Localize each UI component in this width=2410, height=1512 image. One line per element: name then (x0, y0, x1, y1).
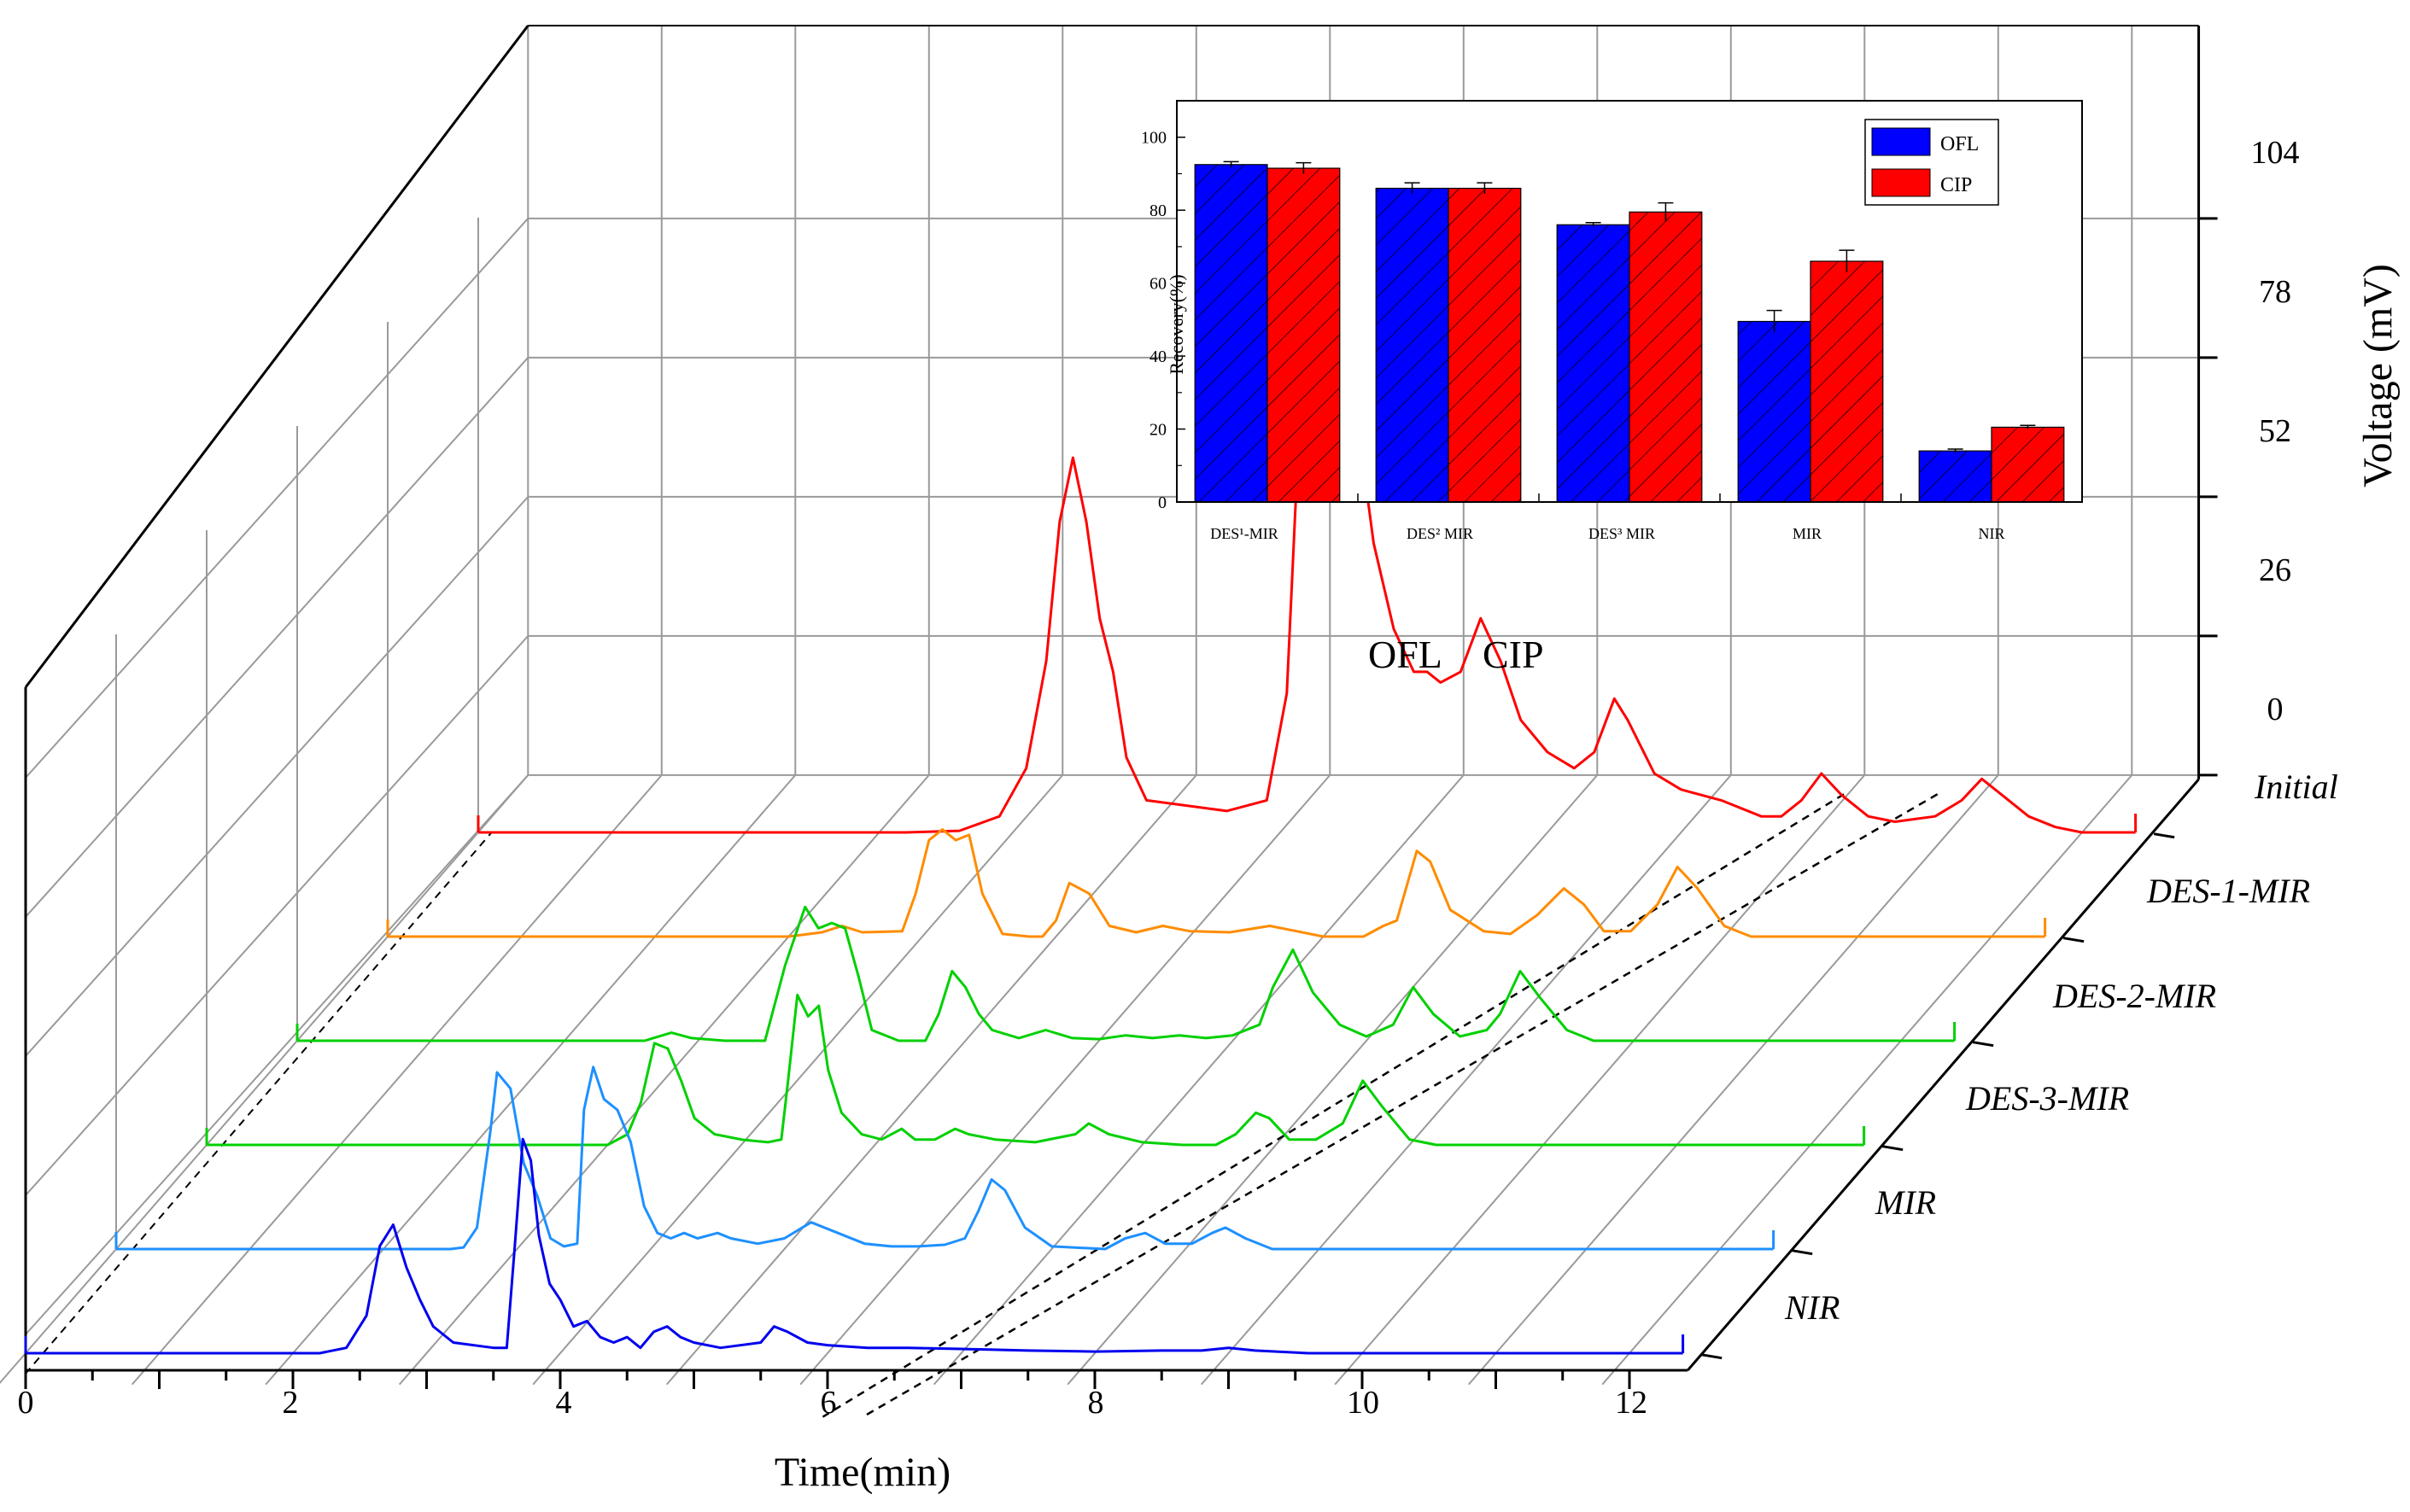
chromatogram-des-2-mir (297, 905, 1955, 1042)
inset-category-label: DES³ MIR (1588, 525, 1655, 542)
floor-gridline (532, 774, 1064, 1386)
depth-tick (1791, 1249, 1813, 1256)
floor-gridline (1467, 774, 1999, 1386)
inset-frame (1176, 100, 2083, 503)
series-label-des-2-mir: DES-2-MIR (2052, 977, 2216, 1015)
plot-box-3d (0, 25, 2218, 1389)
chromatogram-nir (26, 1137, 1683, 1355)
x-tick-label: 10 (1347, 1385, 1379, 1421)
left-wall-gridline (25, 357, 529, 918)
bar-hatch (1267, 168, 1340, 502)
floor-gridline (398, 774, 930, 1386)
legend-label-cip: CIP (1940, 174, 1972, 196)
series-labels: Initial DES-1-MIR DES-2-MIR DES-3-MIR MI… (1784, 768, 2338, 1327)
inset-y-axis-title: Recovery(%) (1166, 274, 1187, 374)
peak-guide-lines (24, 793, 1939, 1418)
bar-hatch (1195, 164, 1267, 503)
z-tick-label: 104 (2251, 135, 2300, 171)
x-tick-label: 8 (1088, 1385, 1104, 1421)
x-tick-label: 0 (18, 1385, 34, 1421)
depth-guide-line (24, 832, 493, 1375)
left-wall-gridline (25, 496, 529, 1057)
peak-guide-line (822, 793, 1845, 1418)
time-axis: 0 2 4 6 8 10 12 Time(min) (18, 1385, 1648, 1495)
left-wall-gridline (25, 218, 529, 779)
inset-bar-chart: 0 20 40 60 80 100 Recovery(%) DES¹-MIR DES² M… (1141, 100, 2083, 542)
x-tick-label: 4 (556, 1385, 572, 1421)
inset-y-tick-label: 100 (1141, 129, 1167, 148)
chromatogram-des-1-mir (388, 828, 2045, 938)
series-label-des-1-mir: DES-1-MIR (2146, 872, 2310, 910)
legend-swatch-ofl (1871, 127, 1931, 156)
z-axis-title: Voltage (mV) (2355, 264, 2401, 487)
series-label-des-3-mir: DES-3-MIR (1965, 1079, 2129, 1118)
left-wall-gridline (25, 774, 529, 1335)
depth-axis-line (1687, 778, 2200, 1371)
inset-y-tick-label: 60 (1149, 275, 1167, 294)
floor-gridline (665, 774, 1197, 1386)
bar-hatch (1557, 225, 1629, 502)
depth-tick (1881, 1145, 1904, 1152)
floor-gridline (933, 774, 1465, 1386)
inset-y-tick-label: 0 (1158, 493, 1167, 512)
depth-tick (2153, 832, 2175, 839)
chromatogram-mir (116, 1065, 1774, 1251)
peak-label-ofl: OFL (1368, 633, 1442, 676)
bar-hatch (1629, 212, 1702, 502)
inset-category-label: NIR (1979, 525, 2005, 542)
z-tick-label: 52 (2259, 413, 2291, 449)
inset-y-tick-label: 40 (1149, 347, 1167, 366)
depth-tick (1972, 1041, 1994, 1048)
top-left-edge (24, 25, 529, 688)
x-tick-label: 12 (1615, 1385, 1647, 1421)
bar-hatch (1992, 427, 2064, 502)
peak-label-cip: CIP (1483, 633, 1544, 676)
z-tick-label: 0 (2267, 692, 2284, 727)
inset-category-label: DES¹-MIR (1210, 525, 1278, 542)
chromatogram-curves (24, 189, 2138, 1355)
peak-labels: OFL CIP (1368, 633, 1544, 676)
z-tick-label: 78 (2259, 274, 2291, 310)
floor-gridline (265, 774, 797, 1386)
voltage-axis: 0 26 52 78 104 Voltage (mV) (2251, 135, 2401, 727)
floor-gridline (131, 774, 663, 1386)
depth-tick (1700, 1353, 1723, 1360)
inset-category-label: MIR (1793, 525, 1822, 542)
left-wall-gridline (25, 635, 529, 1196)
floor-gridline (1334, 774, 1866, 1386)
floor-gridline (799, 774, 1331, 1386)
inset-axes: 0 20 40 60 80 100 (1141, 100, 2083, 512)
chromatogram-initial (478, 189, 2136, 834)
x-tick-label: 2 (283, 1385, 299, 1421)
floor-gridline (0, 774, 529, 1385)
depth-tick (2062, 937, 2085, 943)
x-axis-title: Time(min) (775, 1450, 951, 1495)
inset-y-tick-label: 20 (1149, 421, 1167, 440)
legend-swatch-cip (1871, 168, 1931, 197)
inset-legend: OFL CIP (1864, 119, 1999, 206)
inset-y-tick-label: 80 (1149, 201, 1167, 220)
peak-guide-line (862, 793, 1939, 1418)
bar-hatch (1738, 321, 1810, 502)
floor-gridline (1200, 774, 1732, 1386)
bar-hatch (1448, 188, 1521, 502)
bar-hatch (1810, 261, 1883, 502)
series-label-mir: MIR (1875, 1183, 1936, 1222)
legend-label-ofl: OFL (1940, 133, 1979, 155)
chromatogram-des-3-mir (207, 993, 1864, 1147)
series-label-nir: NIR (1784, 1288, 1840, 1327)
z-tick-label: 26 (2259, 552, 2291, 588)
inset-bars (1194, 161, 2065, 503)
x-tick-label: 6 (821, 1385, 837, 1421)
floor-gridline (1601, 774, 2133, 1386)
bar-hatch (1376, 188, 1448, 502)
floor-gridline (1067, 774, 1599, 1386)
inset-category-label: DES² MIR (1407, 525, 1473, 542)
bar-hatch (1919, 451, 1992, 502)
series-label-initial: Initial (2254, 768, 2338, 806)
